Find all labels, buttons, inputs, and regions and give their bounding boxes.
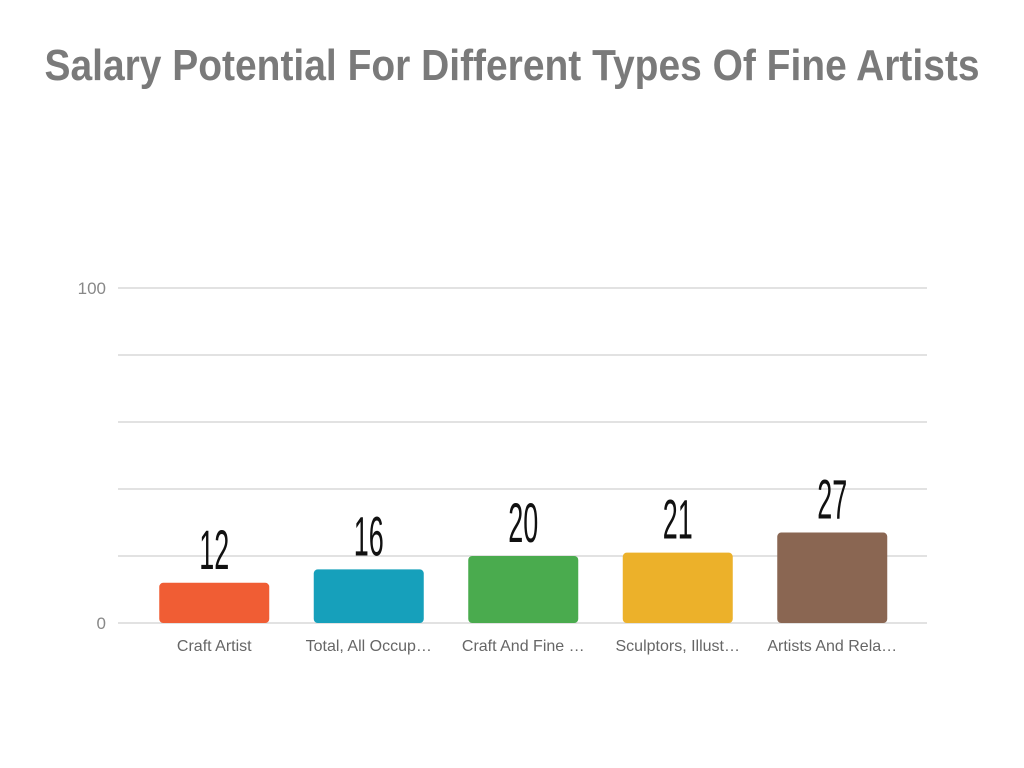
bar — [777, 532, 888, 623]
x-tick-label: Craft Artist — [177, 638, 252, 655]
data-label: 20 — [508, 491, 538, 554]
bar — [313, 569, 424, 623]
bar — [468, 556, 579, 623]
bar — [159, 582, 270, 623]
y-tick-label: 0 — [97, 614, 106, 633]
data-label: 12 — [199, 518, 229, 581]
x-tick-label: Artists And Rela… — [767, 638, 897, 655]
data-label: 27 — [817, 468, 847, 531]
x-tick-label: Sculptors, Illust… — [616, 638, 740, 655]
x-tick-label: Total, All Occup… — [306, 638, 432, 655]
chart-title: Salary Potential For Different Types Of … — [45, 41, 980, 90]
bar — [622, 552, 733, 623]
data-label: 16 — [354, 504, 384, 567]
data-label: 21 — [663, 488, 693, 551]
x-tick-label: Craft And Fine … — [462, 638, 585, 655]
y-tick-label: 100 — [78, 279, 106, 298]
